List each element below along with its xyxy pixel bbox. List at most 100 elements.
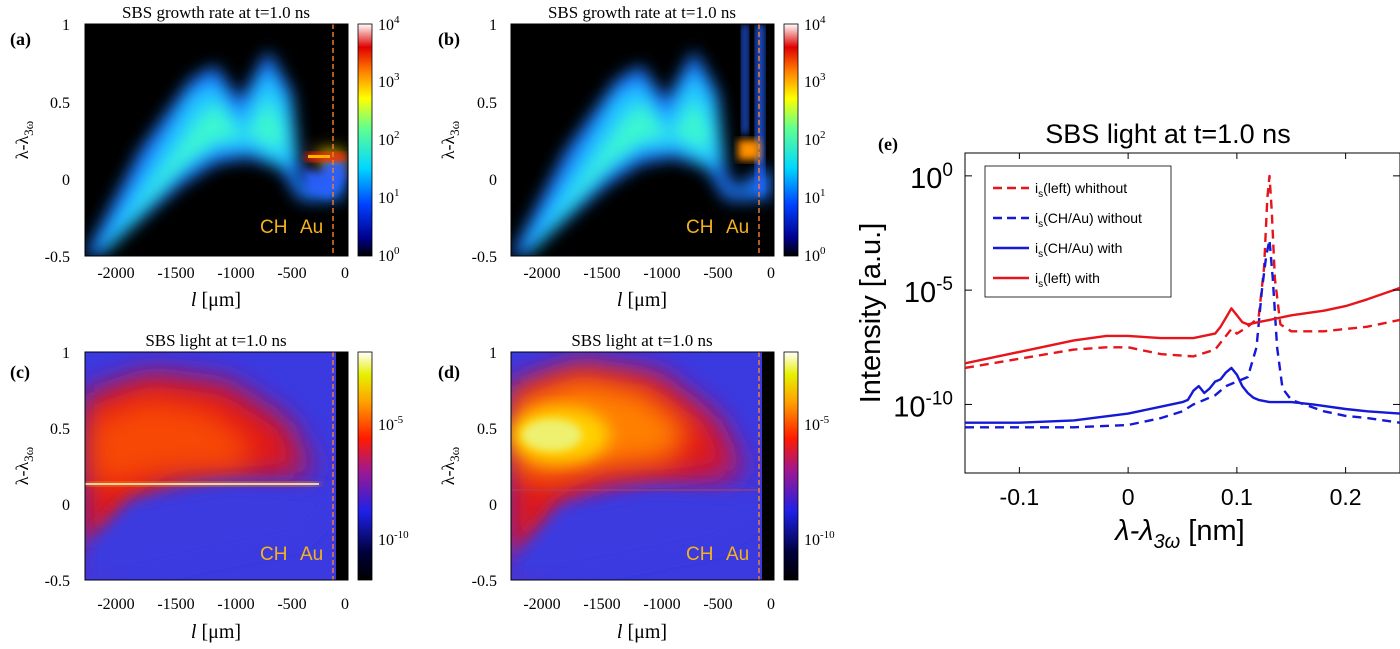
panel-d-xlabel: l [μm] (617, 621, 667, 643)
panel-b-ytick: 0.5 (477, 95, 497, 112)
panel-b-label-ch: CH (686, 217, 713, 238)
x-tick-label: -0.1 (1000, 484, 1040, 510)
panel-e-yticks: 100 10-5 10-10 (893, 160, 1400, 423)
panel-d-letter: (d) (438, 362, 460, 383)
panel-b-cb-tick: 102 (804, 129, 826, 149)
panel-b-cb-tick: 101 (804, 187, 826, 207)
panel-c-xtick: -2000 (97, 596, 134, 613)
panel-a-xtick: -1500 (157, 265, 194, 282)
panel-a: CH Au SBS growth rate at t=1.0 ns (a) 1 … (10, 3, 400, 311)
panel-b-cb-tick: 100 (804, 245, 826, 265)
panel-c-colorbar (357, 351, 373, 581)
panel-b-xlabel: l [μm] (617, 289, 667, 311)
panel-e-xticks: -0.1 0 0.1 0.2 (1000, 153, 1362, 510)
panel-b-xtick: 0 (767, 265, 775, 282)
panel-b-xtick: -500 (703, 265, 732, 282)
panel-b-colorbar (783, 23, 799, 257)
panel-a-cb-tick: 100 (378, 245, 400, 265)
panel-a-cb-tick: 102 (378, 129, 400, 149)
panel-b-title: SBS growth rate at t=1.0 ns (548, 3, 736, 22)
x-tick-label: 0.1 (1221, 484, 1253, 510)
panel-b-xtick: -1500 (583, 265, 620, 282)
panel-c: CH Au SBS light at t=1.0 ns (c) 1 0.5 0 … (10, 331, 409, 643)
panel-d: CH Au SBS light at t=1.0 ns (d) 1 0.5 0 … (438, 331, 835, 643)
panel-b-cb-tick: 104 (804, 14, 826, 34)
y-tick-label: 100 (910, 160, 953, 195)
panel-b-frame (510, 23, 775, 257)
panel-d-label-au: Au (726, 544, 749, 565)
panel-c-cb-tick: 10-10 (378, 529, 409, 549)
panel-c-letter: (c) (10, 362, 30, 383)
panel-c-frame (84, 351, 349, 581)
panel-a-xtick: -1000 (217, 265, 254, 282)
panel-d-frame (510, 351, 775, 581)
panel-b-xtick: -1000 (643, 265, 680, 282)
series-line-4 (965, 286, 1400, 365)
panel-d-heatmap (511, 352, 774, 580)
panel-d-xtick: -500 (703, 596, 732, 613)
panel-a-cb-tick: 104 (378, 14, 400, 34)
y-tick-label: 10-10 (893, 388, 953, 423)
panel-c-ytick: 1 (62, 345, 70, 362)
panel-a-ytick: 0.5 (50, 95, 70, 112)
panel-d-xtick: -1500 (583, 596, 620, 613)
panel-e-xlabel: λ-λ3ω [nm] (1113, 515, 1244, 553)
panel-d-cb-tick: 10-10 (804, 529, 835, 549)
panel-c-title: SBS light at t=1.0 ns (145, 331, 286, 350)
panel-d-xtick: -2000 (523, 596, 560, 613)
panel-d-ytick: 1 (489, 345, 497, 362)
panel-d-xtick: -1000 (643, 596, 680, 613)
panel-e: SBS light at t=1.0 ns (e) -0.1 0 0.1 0.2 10… (855, 119, 1400, 553)
panel-d-ytick: 0 (489, 497, 497, 514)
panel-a-xtick: -2000 (97, 265, 134, 282)
panel-d-title: SBS light at t=1.0 ns (571, 331, 712, 350)
panel-c-cb-tick: 10-5 (378, 414, 404, 434)
panel-c-label-au: Au (300, 544, 323, 565)
panel-c-heatmap (85, 352, 348, 580)
panel-c-label-ch: CH (260, 544, 287, 565)
panel-a-cb-tick: 103 (378, 71, 400, 91)
panel-a-letter: (a) (10, 29, 31, 50)
panel-e-ylabel: Intensity [a.u.] (855, 223, 887, 404)
legend-label: is(left) whithout (1035, 180, 1127, 200)
panel-c-ytick: 0 (62, 497, 70, 514)
x-tick-label: 0 (1122, 484, 1135, 510)
panel-b-cb-tick: 103 (804, 71, 826, 91)
panel-e-letter: (e) (878, 134, 898, 155)
x-tick-label: 0.2 (1330, 484, 1362, 510)
panel-d-label-ch: CH (686, 544, 713, 565)
panel-a-xtick: -500 (277, 265, 306, 282)
panel-b-ylabel: λ-λ3ω (438, 120, 462, 159)
panel-d-ytick: 0.5 (477, 421, 497, 438)
panel-a-cb-tick: 101 (378, 187, 400, 207)
panel-a-xlabel: l [μm] (191, 289, 241, 311)
panel-a-xtick: 0 (341, 265, 349, 282)
panel-c-xlabel: l [μm] (191, 621, 241, 643)
panel-b-letter: (b) (438, 29, 460, 50)
legend-label: is(CH/Au) with (1035, 240, 1122, 260)
panel-e-series-group (965, 174, 1400, 429)
panel-a-ytick: -0.5 (45, 249, 70, 266)
panel-b-ytick: 0 (489, 172, 497, 189)
panel-b-label-au: Au (726, 217, 749, 238)
panel-a-label-ch: CH (260, 217, 287, 238)
panel-d-cb-tick: 10-5 (804, 414, 830, 434)
panel-c-xtick: -1000 (217, 596, 254, 613)
y-tick-label: 10-5 (904, 274, 953, 309)
panel-c-ylabel: λ-λ3ω (12, 446, 36, 485)
panel-e-title: SBS light at t=1.0 ns (1045, 119, 1290, 149)
legend-label: is(left) with (1035, 270, 1100, 290)
panel-b-heatmap (511, 24, 771, 256)
panel-c-xtick: -1500 (157, 596, 194, 613)
panel-d-ytick: -0.5 (472, 573, 497, 590)
panel-d-colorbar (783, 351, 799, 581)
panel-a-heatmap (85, 50, 346, 256)
panel-c-xtick: -500 (277, 596, 306, 613)
panel-d-xtick: 0 (767, 596, 775, 613)
panel-a-label-au: Au (300, 217, 323, 238)
panel-c-xtick: 0 (341, 596, 349, 613)
panel-a-colorbar (357, 23, 373, 257)
panel-b-ytick: -0.5 (472, 249, 497, 266)
panel-a-frame (84, 23, 349, 257)
